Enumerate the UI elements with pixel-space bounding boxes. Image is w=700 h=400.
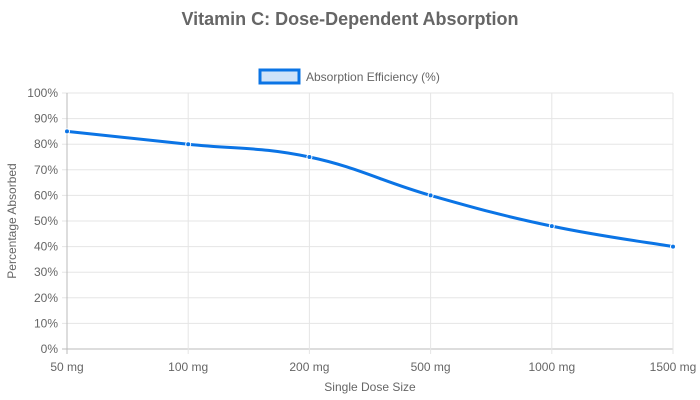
y-tick-label: 80%: [34, 137, 58, 151]
y-tick-label: 100%: [27, 86, 58, 100]
series-absorption: [64, 128, 676, 250]
y-axis-title: Percentage Absorbed: [5, 163, 19, 278]
data-point[interactable]: [427, 192, 434, 199]
y-axis-ticks: 0% 10% 20% 30% 40% 50% 60% 70% 80% 90% 100%: [27, 86, 58, 356]
x-tick-label: 100 mg: [168, 360, 208, 374]
y-tick-label: 90%: [34, 112, 58, 126]
data-point[interactable]: [548, 223, 555, 230]
y-tick-label: 50%: [34, 214, 58, 228]
chart-title: Vitamin C: Dose-Dependent Absorption: [181, 9, 518, 29]
x-axis-title: Single Dose Size: [324, 380, 416, 394]
series-line: [66, 129, 674, 249]
y-tick-label: 40%: [34, 240, 58, 254]
x-tick-label: 1500 mg: [650, 360, 697, 374]
x-tick-label: 200 mg: [289, 360, 329, 374]
y-tick-label: 0%: [41, 342, 59, 356]
legend-label: Absorption Efficiency (%): [306, 70, 440, 84]
data-point[interactable]: [670, 243, 676, 250]
grid: [62, 92, 674, 354]
y-tick-label: 10%: [34, 316, 58, 330]
x-axis-ticks: 50 mg 100 mg 200 mg 500 mg 1000 mg 1500 mg: [50, 360, 696, 374]
legend-swatch: [258, 68, 301, 85]
data-point[interactable]: [64, 128, 70, 135]
data-point[interactable]: [185, 141, 192, 148]
y-tick-label: 20%: [34, 291, 58, 305]
data-point[interactable]: [306, 154, 313, 160]
x-tick-label: 1000 mg: [528, 360, 575, 374]
x-tick-label: 50 mg: [50, 360, 83, 374]
legend[interactable]: Absorption Efficiency (%): [258, 68, 440, 85]
y-tick-label: 30%: [34, 265, 58, 279]
y-tick-label: 70%: [34, 163, 58, 177]
y-tick-label: 60%: [34, 188, 58, 202]
x-tick-label: 500 mg: [411, 360, 451, 374]
